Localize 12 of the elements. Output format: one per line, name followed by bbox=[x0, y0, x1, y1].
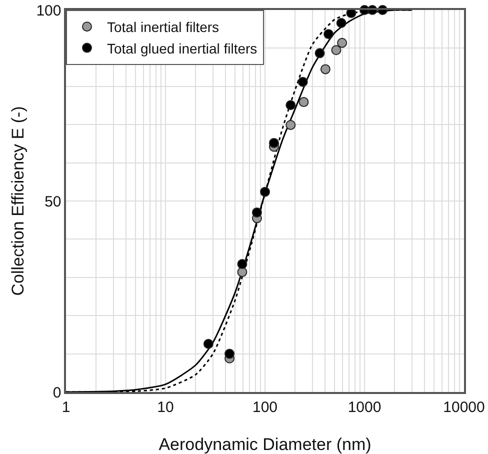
y-tick-label: 100 bbox=[36, 2, 62, 20]
x-tick-label: 10 bbox=[157, 398, 174, 416]
x-tick-label: 1 bbox=[62, 398, 70, 416]
y-tick-label: 50 bbox=[44, 193, 62, 210]
legend-label: Total inertial filters bbox=[107, 19, 220, 36]
x-axis-title: Aerodynamic Diameter (nm) bbox=[158, 435, 372, 454]
y-axis-title: Collection Efficiency E (-) bbox=[8, 106, 28, 296]
y-tick-label: 0 bbox=[52, 384, 62, 402]
legend-label: Total glued inertial filters bbox=[107, 40, 258, 56]
x-tick-label: 1000 bbox=[348, 398, 382, 416]
x-tick-label: 10000 bbox=[443, 398, 485, 416]
x-tick-label: 100 bbox=[252, 398, 278, 416]
